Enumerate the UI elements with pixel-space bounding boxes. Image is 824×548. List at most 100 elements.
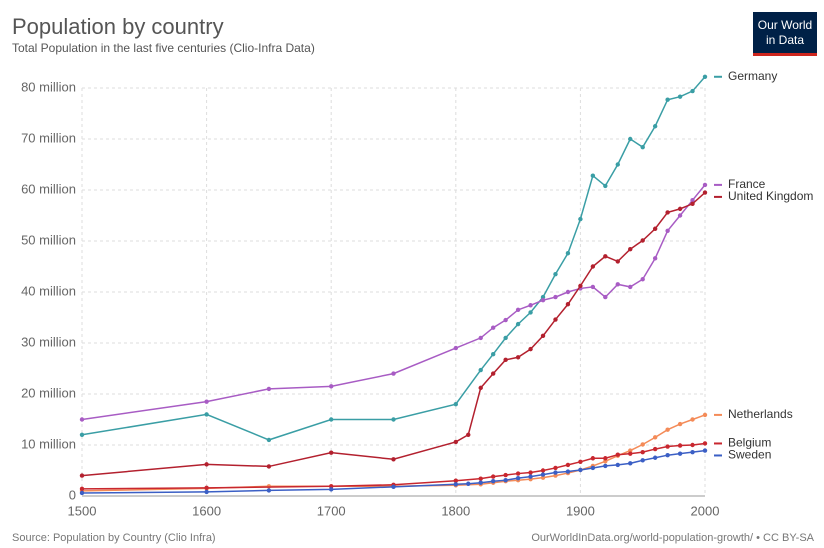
point [603,254,608,259]
point [391,457,396,462]
point [503,335,508,341]
chart-subtitle: Total Population in the last five centur… [12,41,315,55]
y-tick-label: 80 million [21,79,76,94]
point [565,251,571,256]
point [652,455,658,460]
point [565,289,571,295]
point [503,317,508,323]
y-tick-label: 60 million [21,181,76,196]
point [628,246,633,252]
point [553,294,558,300]
point [553,317,558,322]
point [665,97,670,102]
point [528,346,533,352]
point [478,480,483,485]
point [652,435,658,440]
point [702,190,708,195]
logo-stripe [753,53,817,56]
point [690,417,695,422]
y-tick-label: 30 million [21,334,76,349]
point [677,451,683,456]
point [453,439,458,445]
point [615,162,620,167]
point [490,479,496,484]
point [665,444,670,449]
point [590,284,596,290]
point [266,386,272,392]
point [540,472,546,477]
legend-label: France [728,177,766,191]
point [515,355,521,360]
point [490,474,496,479]
point [640,442,645,447]
logo-box [753,12,817,56]
point [204,412,209,417]
point [590,456,596,461]
point [540,468,546,473]
point [578,216,583,222]
point [603,463,608,469]
point [640,144,645,150]
point [515,475,521,481]
point [628,448,633,453]
point [603,183,608,189]
point [615,452,620,457]
point [490,371,496,376]
point [565,462,571,468]
legend-label: Belgium [728,436,771,450]
series-line [81,191,706,477]
point [690,88,695,94]
point [478,335,483,341]
point [702,412,708,418]
point [515,307,521,313]
point [652,124,658,129]
x-tick-label: 2000 [691,503,720,518]
point [453,402,458,407]
point [690,442,695,448]
point [578,283,583,289]
legend-label: Sweden [728,448,771,462]
point [677,421,683,427]
point [329,484,334,489]
point [665,453,670,458]
point [478,476,483,481]
point [628,136,633,142]
point [615,462,620,468]
y-tick-label: 40 million [21,283,76,298]
point [615,259,620,264]
point [590,173,596,178]
y-tick-label: 50 million [21,232,76,247]
point [628,451,633,456]
point [329,487,334,492]
point [79,490,85,496]
y-tick-label: 70 million [21,130,76,145]
point [628,284,633,290]
logo-text: in Data [766,33,804,47]
point [391,417,396,422]
point [540,294,546,300]
point [329,450,334,455]
point [79,417,85,422]
point [553,465,558,471]
point [79,473,85,478]
point [665,228,670,233]
point [503,472,508,478]
point [565,302,571,307]
point [665,210,670,215]
point [515,471,521,476]
point [677,443,683,448]
point [453,482,458,487]
point [204,489,209,495]
point [79,432,85,437]
point [603,294,608,300]
point [640,449,645,455]
x-tick-label: 1700 [317,503,346,518]
x-tick-label: 1500 [68,503,97,518]
point [603,459,608,464]
point [528,474,533,479]
point [453,345,458,351]
point [590,264,596,269]
source: Source: Population by Country (Clio Infr… [12,532,216,544]
point [615,282,620,287]
